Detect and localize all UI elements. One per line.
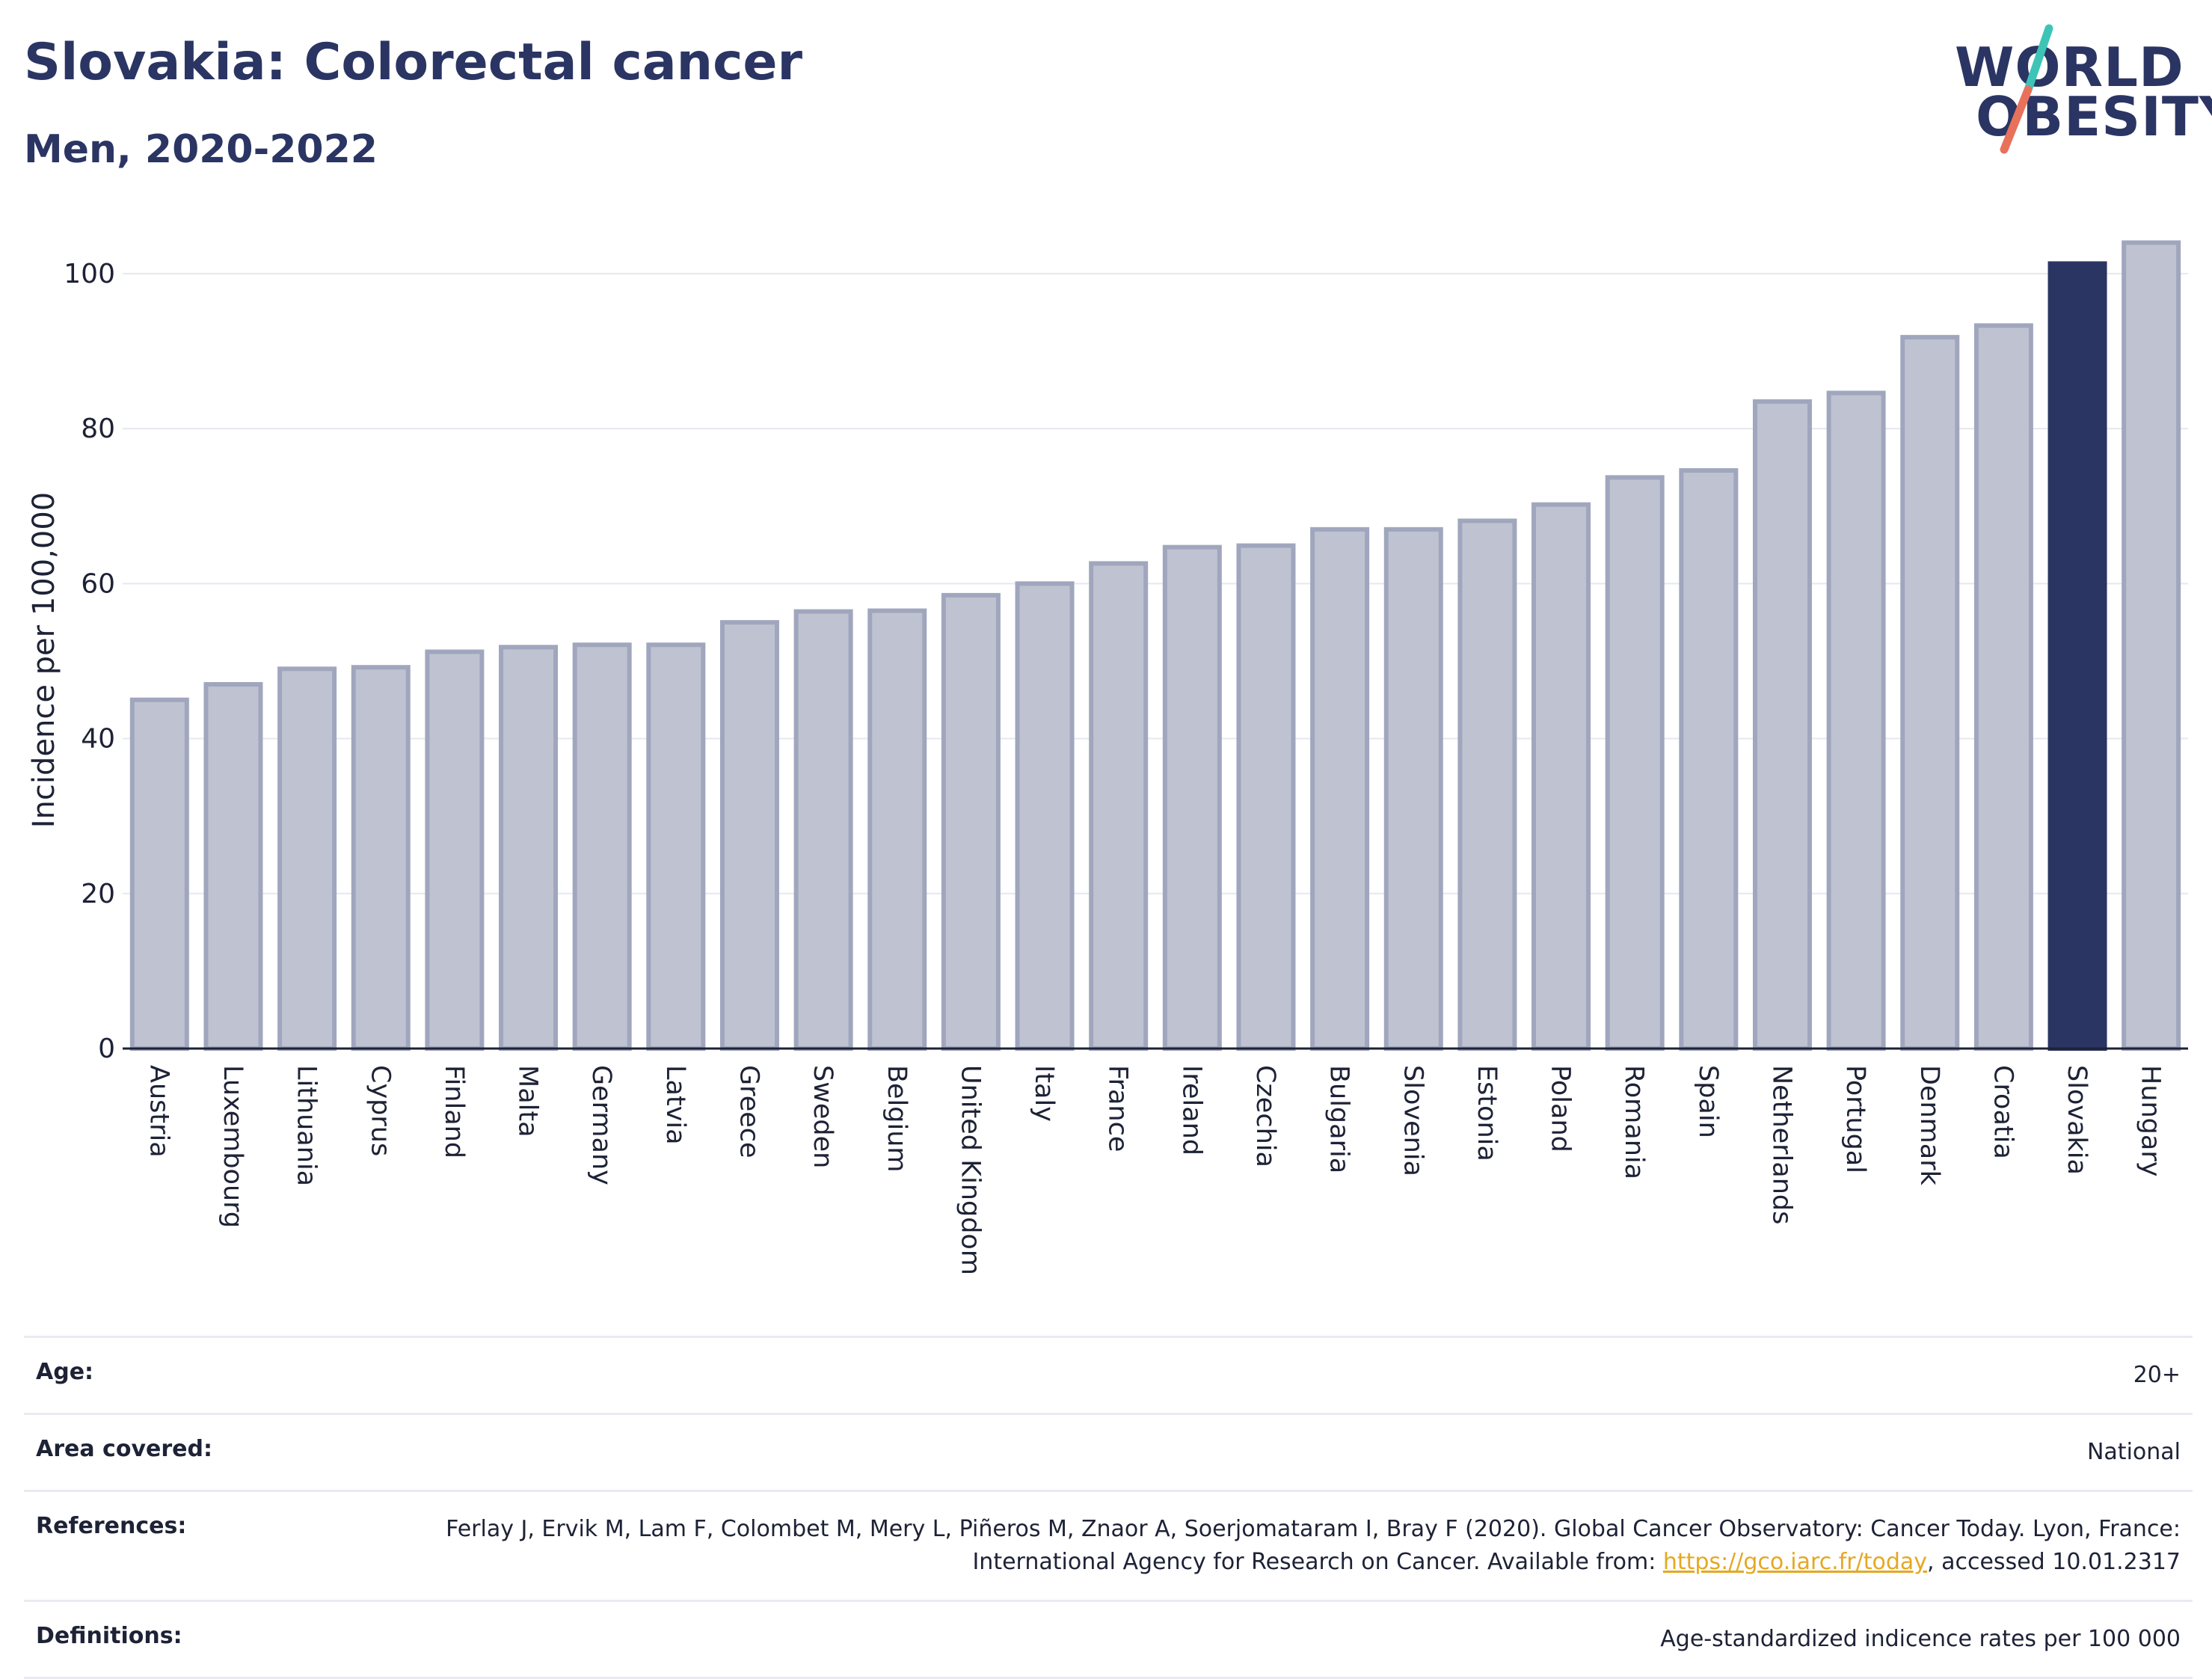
bar-finland bbox=[425, 649, 485, 1051]
x-tick-label: Spain bbox=[1693, 1065, 1723, 1138]
definitions-value: Age-standardized indicence rates per 100… bbox=[1660, 1626, 2181, 1652]
references-text: Ferlay J, Ervik M, Lam F, Colombet M, Me… bbox=[446, 1516, 2181, 1575]
y-axis-title: Incidence per 100,000 bbox=[27, 492, 61, 829]
x-tick-label: Malta bbox=[513, 1065, 543, 1138]
info-table: Age: 20+ Area covered: National Referenc… bbox=[24, 1336, 2193, 1679]
x-tick-label: Ireland bbox=[1176, 1065, 1206, 1155]
y-tick-label: 60 bbox=[81, 568, 115, 599]
x-tick-label: Luxembourg bbox=[218, 1065, 248, 1228]
bar-poland bbox=[1531, 502, 1591, 1051]
chart-title: Slovakia: Colorectal cancer bbox=[24, 33, 803, 92]
bar-cyprus bbox=[351, 665, 411, 1051]
bar-romania bbox=[1605, 475, 1665, 1051]
world-obesity-logo: WORLD OBESITY bbox=[1944, 21, 2212, 156]
x-tick-label: Croatia bbox=[1988, 1065, 2018, 1159]
bar-czechia bbox=[1236, 543, 1296, 1051]
bar-malta bbox=[499, 645, 559, 1051]
x-tick-label: Germany bbox=[586, 1065, 616, 1185]
x-tick-label: Sweden bbox=[808, 1065, 838, 1168]
info-row-definitions: Definitions: Age-standardized indicence … bbox=[24, 1600, 2193, 1678]
info-row-area: Area covered: National bbox=[24, 1414, 2193, 1491]
x-tick-label: Romania bbox=[1619, 1065, 1649, 1179]
x-tick-label: Estonia bbox=[1472, 1065, 1502, 1161]
x-tick-label: Cyprus bbox=[365, 1065, 395, 1156]
bar-austria bbox=[129, 697, 189, 1051]
info-row-references: References: Ferlay J, Ervik M, Lam F, Co… bbox=[24, 1491, 2193, 1601]
x-tick-label: Slovenia bbox=[1398, 1065, 1428, 1176]
x-tick-label: Bulgaria bbox=[1324, 1065, 1354, 1173]
bar-lithuania bbox=[277, 666, 337, 1051]
bar-belgium bbox=[867, 608, 927, 1051]
bar-hungary bbox=[2122, 240, 2181, 1051]
x-tick-label: Czechia bbox=[1250, 1065, 1280, 1167]
bar-luxembourg bbox=[203, 682, 263, 1051]
x-tick-label: Belgium bbox=[882, 1065, 912, 1173]
bar-estonia bbox=[1457, 518, 1517, 1051]
y-tick-label: 0 bbox=[98, 1034, 115, 1064]
bar-sweden bbox=[793, 609, 853, 1051]
x-tick-label: Lithuania bbox=[292, 1065, 322, 1186]
y-tick-label: 40 bbox=[81, 724, 115, 755]
logo-slash-icon bbox=[2000, 24, 2053, 154]
bars bbox=[129, 240, 2181, 1052]
x-tick-label: Denmark bbox=[1914, 1065, 1944, 1186]
references-accessed: , accessed 10.01.2317 bbox=[1927, 1549, 2181, 1575]
bar-croatia bbox=[1973, 323, 2033, 1051]
info-row-age: Age: 20+ bbox=[24, 1336, 2193, 1414]
bar-chart: 0 20 40 60 80 100 Austria Luxembourg Lithuania C… bbox=[27, 240, 2188, 1275]
x-axis-labels: Austria Luxembourg Lithuania Cyprus Finland M… bbox=[144, 1065, 2165, 1275]
age-label: Age: bbox=[36, 1359, 94, 1385]
bar-slovakia bbox=[2047, 261, 2107, 1051]
x-tick-label: Hungary bbox=[2136, 1065, 2166, 1176]
references-link[interactable]: https://gco.iarc.fr/today bbox=[1662, 1549, 1928, 1575]
y-tick-label: 100 bbox=[64, 259, 115, 289]
references-label: References: bbox=[36, 1513, 187, 1539]
x-tick-label: Netherlands bbox=[1766, 1065, 1796, 1224]
bar-spain bbox=[1679, 468, 1739, 1051]
bar-denmark bbox=[1900, 334, 1960, 1052]
area-label: Area covered: bbox=[36, 1436, 212, 1462]
chart-subtitle: Men, 2020-2022 bbox=[24, 127, 378, 172]
x-tick-label: France bbox=[1103, 1065, 1133, 1152]
bar-latvia bbox=[646, 642, 706, 1051]
bar-united-kingdom bbox=[941, 592, 1001, 1051]
x-tick-label: Italy bbox=[1029, 1065, 1059, 1122]
x-tick-label: Portugal bbox=[1840, 1065, 1870, 1173]
bar-germany bbox=[572, 642, 632, 1051]
bar-italy bbox=[1015, 581, 1075, 1051]
y-axis-ticks: 0 20 40 60 80 100 bbox=[64, 259, 115, 1064]
definitions-label: Definitions: bbox=[36, 1623, 182, 1649]
x-tick-label: Slovakia bbox=[2062, 1065, 2092, 1175]
y-tick-label: 20 bbox=[81, 879, 115, 909]
x-tick-label: United Kingdom bbox=[955, 1065, 985, 1275]
bar-greece bbox=[719, 620, 779, 1051]
x-tick-label: Poland bbox=[1546, 1065, 1576, 1152]
x-tick-label: Finland bbox=[439, 1065, 469, 1158]
age-value: 20+ bbox=[2133, 1362, 2181, 1388]
x-tick-label: Austria bbox=[144, 1065, 173, 1158]
references-value: Ferlay J, Ervik M, Lam F, Colombet M, Me… bbox=[302, 1491, 2193, 1601]
x-tick-label: Greece bbox=[734, 1065, 764, 1158]
x-tick-label: Latvia bbox=[660, 1065, 690, 1145]
y-tick-label: 80 bbox=[81, 414, 115, 444]
bar-france bbox=[1089, 561, 1149, 1051]
bar-slovenia bbox=[1383, 527, 1443, 1051]
area-value: National bbox=[2086, 1439, 2181, 1465]
logo-text-line1: WORLD bbox=[1955, 36, 2184, 99]
bar-ireland bbox=[1162, 544, 1222, 1051]
bar-portugal bbox=[1826, 390, 1886, 1051]
bar-bulgaria bbox=[1310, 527, 1370, 1051]
bar-netherlands bbox=[1752, 399, 1812, 1051]
